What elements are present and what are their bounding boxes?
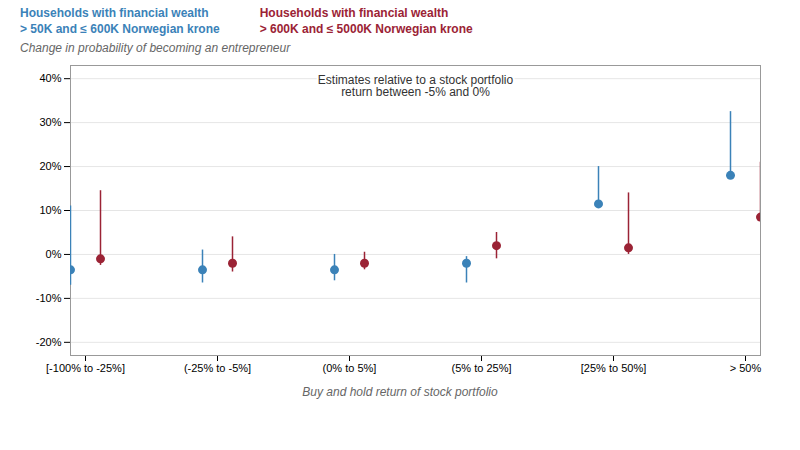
svg-text:0%: 0% xyxy=(46,248,62,260)
svg-text:[25% to 50%]: [25% to 50%] xyxy=(581,362,646,374)
svg-text:(0% to 5%]: (0% to 5%] xyxy=(323,362,377,374)
svg-text:-20%: -20% xyxy=(36,336,62,348)
html-text:Households with financial weal: Households with financial wealth > 600K … xyxy=(259,6,473,36)
html-text:Households with financial weal: Households with financial wealth > 50K a… xyxy=(20,6,220,36)
svg-text:40%: 40% xyxy=(39,72,61,84)
svg-text:(5% to 25%]: (5% to 25%] xyxy=(452,362,512,374)
html-text:Change in probability of becom: Change in probability of becoming an ent… xyxy=(20,41,291,56)
html-text:Buy and hold return of stock p: Buy and hold return of stock portfolio xyxy=(302,385,498,400)
svg-text:-10%: -10% xyxy=(36,292,62,304)
svg-text:[-100% to -25%]: [-100% to -25%] xyxy=(46,362,125,374)
svg-text:30%: 30% xyxy=(39,116,61,128)
svg-text:> 50%: > 50% xyxy=(730,362,762,374)
svg-text:10%: 10% xyxy=(39,204,61,216)
svg-text:Estimates relative to a stock: Estimates relative to a stock portfolior… xyxy=(318,73,514,99)
svg-text:20%: 20% xyxy=(39,160,61,172)
svg-text:(-25% to -5%]: (-25% to -5%] xyxy=(184,362,251,374)
